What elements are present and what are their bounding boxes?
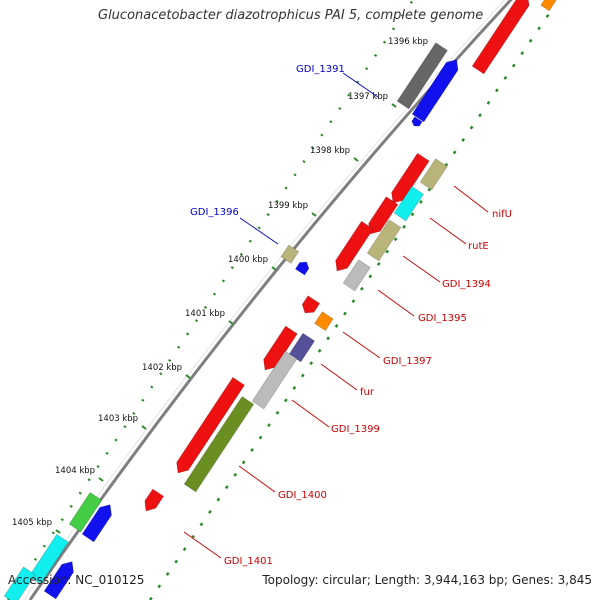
gene-khaki-1394 [366, 219, 402, 262]
gene-cyan-rutE [393, 185, 424, 222]
gene-red-b [368, 196, 399, 235]
gene-red-f [176, 376, 245, 474]
gene-khaki-nifU [419, 158, 448, 191]
gene-blue-b [81, 504, 112, 543]
scale-tick-label: 1402 kbp [142, 363, 182, 373]
gene-label[interactable]: GDI_1394 [442, 279, 491, 290]
scale-tick-mark [228, 320, 234, 325]
map-title: Gluconacetobacter diazotrophicus PAI 5, … [98, 8, 484, 23]
outer-scale-dotted-track [6, 0, 415, 600]
gene-orange-1397 [314, 311, 334, 332]
gene-olive-1400 [183, 396, 255, 493]
gene-green [68, 491, 103, 533]
gene-red-e [263, 325, 298, 371]
scale-tick-label: 1403 kbp [98, 414, 138, 424]
gene-blue-c [43, 561, 74, 600]
gene-label[interactable]: GDI_1395 [418, 313, 467, 324]
scale-tick-mark [98, 477, 104, 482]
gene-label-leader-line [402, 255, 441, 283]
scale-tick-mark [391, 103, 397, 108]
gene-orange-top [540, 0, 557, 12]
scale-tick-mark [55, 529, 61, 534]
gene-blue-1391 [411, 59, 459, 123]
gene-blue-small [411, 116, 423, 127]
scale-tick-label: 1397 kbp [348, 92, 388, 102]
gene-khaki-1396 [280, 244, 300, 264]
gene-label[interactable]: GDI_1401 [224, 556, 273, 567]
inner-guide [114, 0, 525, 600]
scale-tick-label: 1399 kbp [268, 201, 308, 211]
gene-red-d [301, 295, 321, 314]
scale-tick-mark [353, 157, 359, 162]
scale-tick-label: 1398 kbp [310, 146, 350, 156]
gene-label[interactable]: GDI_1391 [296, 64, 345, 75]
gene-label-leader-line [291, 399, 330, 428]
gene-label[interactable]: GDI_1400 [278, 490, 327, 501]
scale-tick-mark [141, 425, 147, 430]
gene-label[interactable]: GDI_1397 [383, 356, 432, 367]
gene-cyan-c [3, 566, 36, 600]
scale-tick-label: 1396 kbp [388, 37, 428, 47]
gene-blue-1396 [294, 261, 310, 276]
gene-lightgrey-1399 [251, 350, 298, 410]
scale-tick-mark [311, 212, 317, 217]
gene-red-a [391, 152, 430, 204]
gene-lightgrey-1395 [342, 259, 371, 292]
gene-red-1401 [144, 488, 165, 512]
gene-label-leader-line [429, 217, 467, 245]
scale-tick-mark [185, 374, 191, 379]
gene-cyan-b [28, 533, 69, 585]
scale-tick-label: 1400 kbp [228, 255, 268, 265]
scale-tick-label: 1405 kbp [12, 518, 52, 528]
gene-label[interactable]: rutE [468, 241, 489, 252]
accession-label: Accession: NC_010125 [8, 573, 145, 587]
gene-label-leader-line [183, 531, 222, 559]
scale-tick-label: 1401 kbp [185, 309, 225, 319]
scale-tick-label: 1404 kbp [55, 466, 95, 476]
topology-label: Topology: circular; Length: 3,944,163 bp… [262, 573, 592, 587]
gene-label-leader-line [239, 217, 279, 245]
gene-label-leader-line [238, 465, 276, 493]
gene-red-top [471, 0, 530, 75]
gene-label-leader-line [320, 363, 358, 391]
gene-label-leader-line [377, 289, 415, 317]
gene-label[interactable]: GDI_1399 [331, 424, 380, 435]
gene-grey-1391 [396, 42, 448, 110]
scale-tick-mark [271, 266, 277, 271]
gene-label-leader-line [453, 185, 489, 213]
gene-label[interactable]: fur [360, 387, 375, 398]
gene-label[interactable]: nifU [492, 209, 512, 220]
gene-label-leader-line [342, 331, 381, 359]
gene-label-leader-line [342, 72, 379, 98]
gene-label[interactable]: GDI_1396 [190, 207, 239, 218]
gene-red-c [335, 220, 374, 272]
